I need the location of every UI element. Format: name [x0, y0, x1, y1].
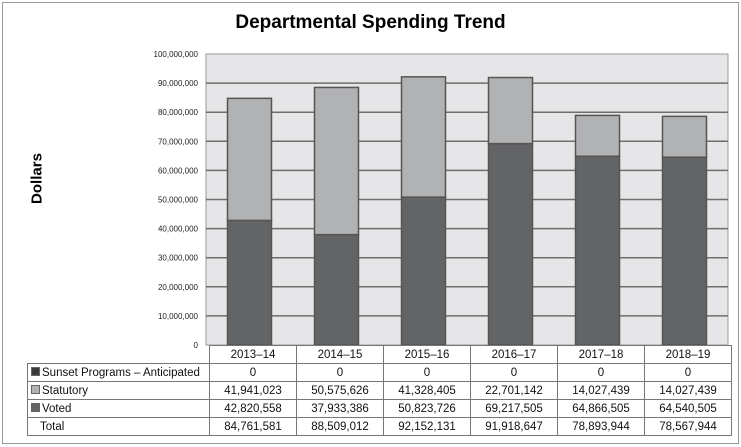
y-tick-label: 100,000,000	[154, 50, 199, 59]
table-cell: 41,328,405	[383, 381, 471, 400]
y-tick-label: 30,000,000	[158, 254, 199, 263]
table-cell: 14,027,439	[644, 381, 732, 400]
table-cell: 50,823,726	[383, 399, 471, 418]
bar-voted	[487, 142, 534, 346]
y-tick-label: 40,000,000	[158, 225, 199, 234]
category-label: 2014–15	[296, 345, 384, 364]
table-cell: 0	[470, 363, 558, 382]
y-tick-label: 80,000,000	[158, 108, 199, 117]
table-row: Voted 42,820,558 37,933,386 50,823,726 69,21…	[27, 399, 732, 418]
legend-swatch	[31, 384, 40, 394]
table-cell: 41,941,023	[209, 381, 297, 400]
table-cell: 42,820,558	[209, 399, 297, 418]
y-tick-label: 60,000,000	[158, 166, 199, 175]
bar-voted	[574, 155, 621, 346]
bar-statutory	[661, 115, 708, 158]
table-cell: 0	[296, 363, 384, 382]
data-table: 2013–14 2014–15 2015–16 2016–17 2017–18 2018–…	[27, 345, 732, 436]
table-row: Statutory 41,941,023 50,575,626 41,328,405 2…	[27, 381, 732, 400]
total-label: Total	[27, 417, 210, 436]
table-corner	[27, 345, 210, 364]
total-cell: 78,893,944	[557, 417, 645, 436]
bar-statutory	[487, 76, 534, 145]
table-cell: 14,027,439	[557, 381, 645, 400]
table-header-row: 2013–14 2014–15 2015–16 2016–17 2017–18 2018–…	[27, 345, 732, 364]
bar-statutory	[313, 86, 360, 236]
category-label: 2013–14	[209, 345, 297, 364]
table-cell: 69,217,505	[470, 399, 558, 418]
table-cell: 64,540,505	[644, 399, 732, 418]
table-cell: 0	[383, 363, 471, 382]
category-label: 2016–17	[470, 345, 558, 364]
legend-swatch	[31, 366, 40, 376]
bar-statutory	[226, 97, 273, 222]
table-cell: 0	[644, 363, 732, 382]
bar-voted	[400, 196, 447, 346]
legend-entry: Statutory	[27, 381, 210, 400]
table-row: Sunset Programs – Anticipated 0 0 0 0 0 0	[27, 363, 732, 382]
total-cell: 88,509,012	[296, 417, 384, 436]
table-cell: 22,701,142	[470, 381, 558, 400]
bar-statutory	[574, 114, 621, 157]
bar-voted	[661, 156, 708, 346]
series-name: Sunset Programs – Anticipated	[42, 366, 200, 379]
table-cell: 0	[209, 363, 297, 382]
table-cell: 37,933,386	[296, 399, 384, 418]
chart-title: Departmental Spending Trend	[235, 12, 506, 33]
bar-voted	[313, 233, 360, 346]
total-cell: 84,761,581	[209, 417, 297, 436]
total-cell: 78,567,944	[644, 417, 732, 436]
category-label: 2015–16	[383, 345, 471, 364]
series-name: Statutory	[42, 384, 89, 397]
y-tick-label: 70,000,000	[158, 137, 199, 146]
table-cell: 64,866,505	[557, 399, 645, 418]
legend-entry: Voted	[27, 399, 210, 418]
table-cell: 0	[557, 363, 645, 382]
y-tick-label: 50,000,000	[158, 196, 199, 205]
table-row: Total 84,761,581 88,509,012 92,152,131 91,91…	[27, 417, 732, 436]
series-name: Voted	[42, 402, 72, 415]
total-cell: 91,918,647	[470, 417, 558, 436]
bar-voted	[226, 219, 273, 346]
legend-swatch	[31, 402, 40, 412]
table-cell: 50,575,626	[296, 381, 384, 400]
y-tick-label: 10,000,000	[158, 312, 199, 321]
y-tick-label: 20,000,000	[158, 283, 199, 292]
total-cell: 92,152,131	[383, 417, 471, 436]
category-label: 2018–19	[644, 345, 732, 364]
category-label: 2017–18	[557, 345, 645, 364]
bar-statutory	[400, 76, 447, 198]
legend-entry: Sunset Programs – Anticipated	[27, 363, 210, 382]
y-tick-label: 90,000,000	[158, 79, 199, 88]
